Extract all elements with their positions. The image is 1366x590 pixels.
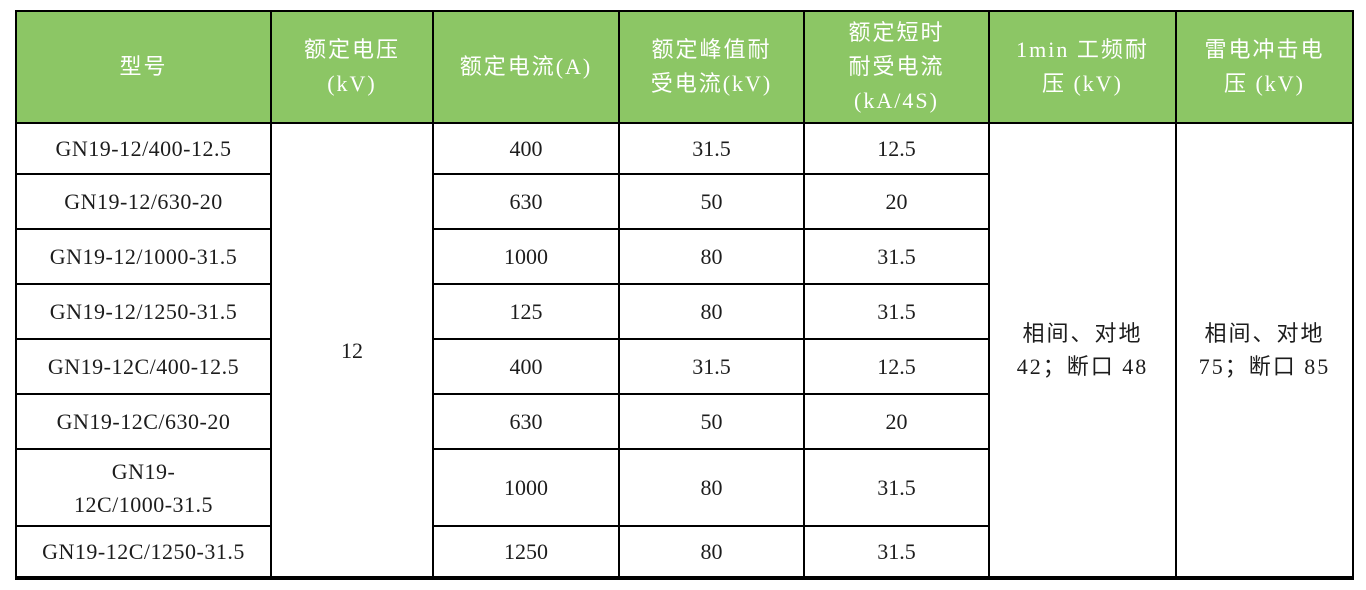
header-short-time-withstand-current: 额定短时 耐受电流 (kA/4S) (803, 10, 990, 124)
header-peak-withstand-current: 额定峰值耐 受电流(kV) (618, 10, 805, 124)
model-cell: GN19-12C/1250-31.5 (15, 525, 272, 579)
current-cell: 1000 (432, 448, 620, 527)
header-rated-voltage: 额定电压 (kV) (270, 10, 434, 124)
peak-current-cell: 80 (618, 228, 805, 285)
current-cell: 630 (432, 173, 620, 230)
table-row: GN19-12C/1250-31.5 1250 80 31.5 (15, 525, 1353, 579)
peak-current-cell: 31.5 (618, 122, 805, 175)
table-row: GN19-12C/400-12.5 400 31.5 12.5 (15, 338, 1353, 395)
spec-table: 型号 额定电压 (kV) 额定电流(A) 额定峰值耐 受电流(kV) 额定短时 … (15, 10, 1354, 580)
current-cell: 400 (432, 122, 620, 175)
short-time-current-cell: 20 (803, 173, 990, 230)
short-time-current-cell: 31.5 (803, 525, 990, 579)
header-power-freq-withstand-voltage: 1min 工频耐 压 (kV) (988, 10, 1177, 124)
model-cell: GN19-12/1250-31.5 (15, 283, 272, 340)
table-row: GN19- 12C/1000-31.5 1000 80 31.5 (15, 448, 1353, 527)
short-time-current-cell: 12.5 (803, 338, 990, 395)
short-time-current-cell: 20 (803, 393, 990, 450)
model-cell: GN19-12/630-20 (15, 173, 272, 230)
table-row: GN19-12/400-12.5 12 400 31.5 12.5 相间、对地 … (15, 122, 1354, 579)
current-cell: 630 (432, 393, 620, 450)
peak-current-cell: 80 (618, 525, 805, 579)
current-cell: 125 (432, 283, 620, 340)
current-cell: 1000 (432, 228, 620, 285)
current-cell: 1250 (432, 525, 620, 579)
model-cell: GN19-12/400-12.5 (15, 122, 272, 175)
model-cell: GN19-12/1000-31.5 (15, 228, 272, 285)
current-cell: 400 (432, 338, 620, 395)
lightning-impulse-merged-cell: 相间、对地 75；断口 85 (1175, 122, 1354, 579)
rated-voltage-merged-cell: 12 (270, 122, 434, 579)
peak-current-cell: 50 (618, 173, 805, 230)
table-row: GN19-12/1000-31.5 1000 80 31.5 (15, 228, 1353, 285)
table-row: GN19-12C/630-20 630 50 20 (15, 393, 1353, 450)
power-freq-merged-cell: 相间、对地 42；断口 48 (988, 122, 1177, 579)
short-time-current-cell: 31.5 (803, 283, 990, 340)
peak-current-cell: 80 (618, 283, 805, 340)
model-cell: GN19- 12C/1000-31.5 (15, 448, 272, 527)
peak-current-cell: 80 (618, 448, 805, 527)
header-rated-current: 额定电流(A) (432, 10, 620, 124)
short-time-current-cell: 31.5 (803, 228, 990, 285)
header-lightning-impulse-voltage: 雷电冲击电 压 (kV) (1175, 10, 1354, 124)
model-cell: GN19-12C/630-20 (15, 393, 272, 450)
header-row: 型号 额定电压 (kV) 额定电流(A) 额定峰值耐 受电流(kV) 额定短时 … (15, 10, 1354, 124)
short-time-current-cell: 31.5 (803, 448, 990, 527)
peak-current-cell: 50 (618, 393, 805, 450)
header-model: 型号 (15, 10, 272, 124)
short-time-current-cell: 12.5 (803, 122, 990, 175)
model-cell: GN19-12C/400-12.5 (15, 338, 272, 395)
table-row: GN19-12/1250-31.5 125 80 31.5 (15, 283, 1353, 340)
peak-current-cell: 31.5 (618, 338, 805, 395)
table-row: GN19-12/630-20 630 50 20 (15, 173, 1353, 230)
